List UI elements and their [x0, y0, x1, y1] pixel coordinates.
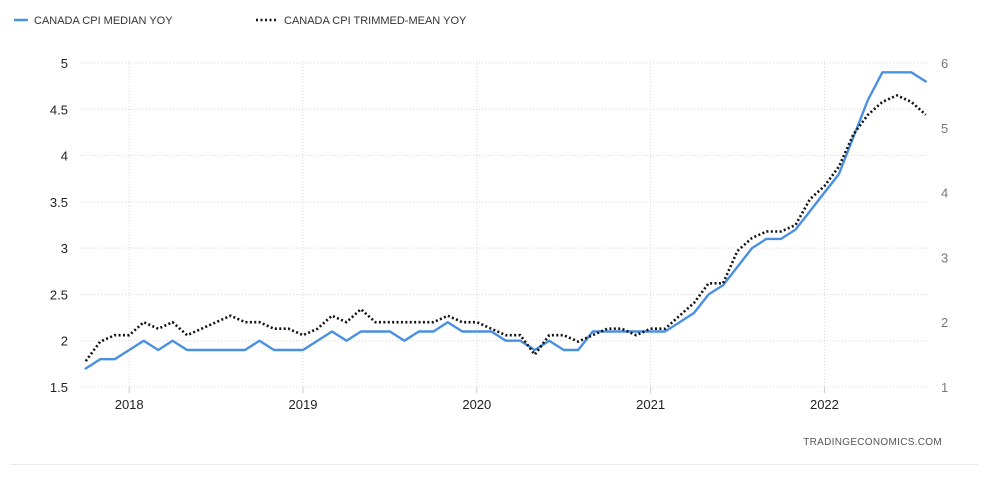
bottom-divider: [10, 464, 978, 465]
y-left-tick-label: 3.5: [50, 195, 68, 210]
y-left-tick-label: 2.5: [50, 287, 68, 302]
y-left-tick-label: 4: [61, 149, 68, 164]
y-right-tick-label: 2: [941, 315, 948, 330]
x-tick-label: 2021: [636, 397, 665, 412]
y-left-tick-label: 3: [61, 241, 68, 256]
y-right-tick-label: 1: [941, 380, 948, 395]
y-left-tick-label: 5: [61, 56, 68, 71]
plot-series: [84, 71, 927, 370]
y-right-tick-label: 6: [941, 56, 948, 71]
y-right-tick-label: 5: [941, 121, 948, 136]
source-label: TRADINGECONOMICS.COM: [803, 437, 942, 448]
legend: CANADA CPI MEDIAN YOY CANADA CPI TRIMMED…: [14, 15, 467, 27]
x-tick-label: 2018: [115, 397, 144, 412]
y-right-tick-label: 3: [941, 250, 948, 265]
y-right-tick-label: 4: [941, 186, 948, 201]
x-tick-label: 2019: [289, 397, 318, 412]
x-tick-label: 2022: [810, 397, 839, 412]
y-axis-left: 1.5 2 2.5 3 3.5 4 4.5 5: [50, 56, 68, 395]
y-left-tick-label: 1.5: [50, 380, 68, 395]
series-line-trimmed-mean: [84, 94, 927, 362]
series-line-median: [84, 71, 927, 370]
y-left-tick-label: 2: [61, 334, 68, 349]
legend-label-median: CANADA CPI MEDIAN YOY: [34, 15, 173, 27]
x-axis: 2018 2019 2020 2021 2022: [115, 397, 839, 412]
y-axis-right: 1 2 3 4 5 6: [941, 56, 948, 395]
legend-label-trimmed-mean: CANADA CPI TRIMMED-MEAN YOY: [284, 15, 467, 27]
y-left-tick-label: 4.5: [50, 102, 68, 117]
x-tick-label: 2020: [462, 397, 491, 412]
grid: [80, 61, 928, 393]
